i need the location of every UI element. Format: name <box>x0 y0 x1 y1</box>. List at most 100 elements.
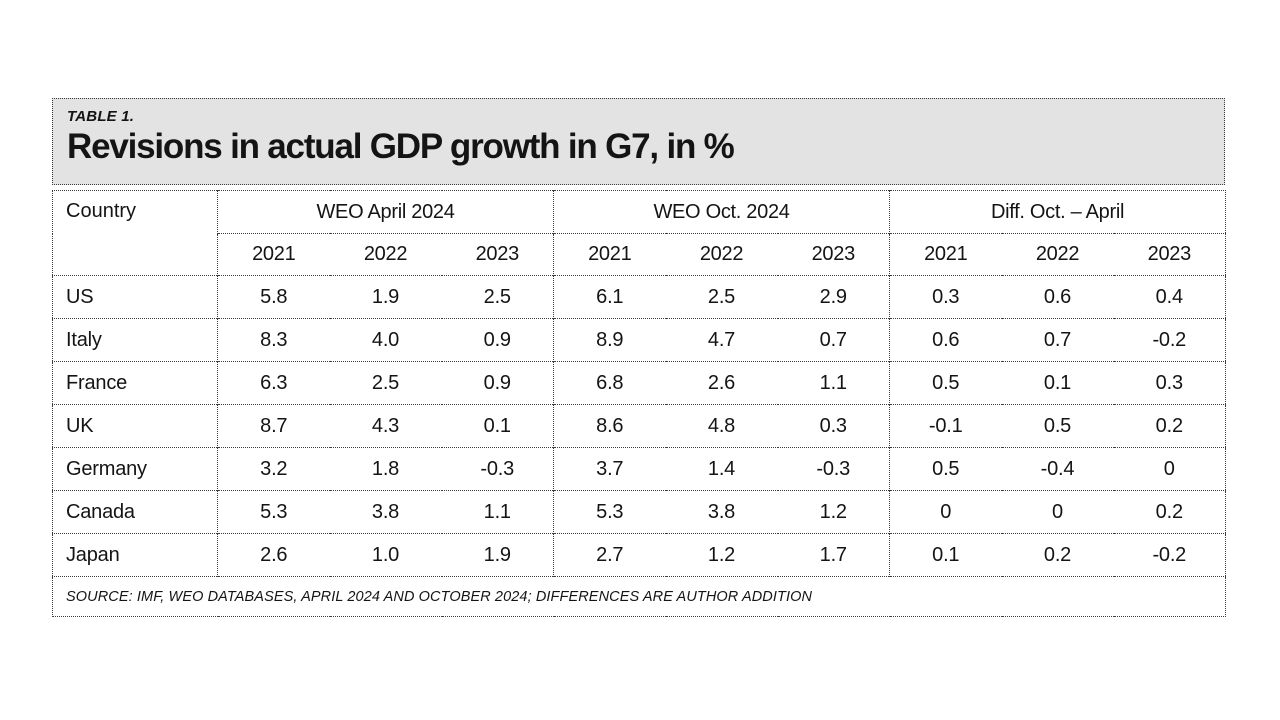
year-header: 2023 <box>777 233 890 276</box>
table-row: US 5.8 1.9 2.5 6.1 2.5 2.9 0.3 0.6 0.4 <box>52 275 1226 319</box>
year-header: 2023 <box>441 233 554 276</box>
gdp-revisions-table: Country WEO April 2024 WEO Oct. 2024 Dif… <box>52 190 1227 617</box>
table-row: Japan 2.6 1.0 1.9 2.7 1.2 1.7 0.1 0.2 -0… <box>52 533 1226 577</box>
value-cell: 0.3 <box>777 404 890 448</box>
value-cell: 8.6 <box>553 404 666 448</box>
table-row: Italy 8.3 4.0 0.9 8.9 4.7 0.7 0.6 0.7 -0… <box>52 318 1226 362</box>
group-header-oct: WEO Oct. 2024 <box>553 190 890 234</box>
year-header: 2021 <box>553 233 666 276</box>
value-cell: 0 <box>1001 490 1114 534</box>
value-cell: 0.5 <box>889 447 1002 491</box>
value-cell: -0.3 <box>777 447 890 491</box>
value-cell: 0 <box>889 490 1002 534</box>
year-header: 2021 <box>217 233 330 276</box>
value-cell: 2.7 <box>553 533 666 577</box>
value-cell: 3.8 <box>665 490 778 534</box>
value-cell: 0.7 <box>1001 318 1114 362</box>
year-header: 2023 <box>1113 233 1226 276</box>
value-cell: 4.3 <box>329 404 442 448</box>
value-cell: 1.9 <box>329 275 442 319</box>
value-cell: 2.5 <box>441 275 554 319</box>
table-title-band: TABLE 1. Revisions in actual GDP growth … <box>52 98 1225 185</box>
value-cell: 1.0 <box>329 533 442 577</box>
country-cell: France <box>52 361 218 405</box>
value-cell: 0.1 <box>889 533 1002 577</box>
table-row: France 6.3 2.5 0.9 6.8 2.6 1.1 0.5 0.1 0… <box>52 361 1226 405</box>
value-cell: 0.1 <box>441 404 554 448</box>
value-cell: 8.9 <box>553 318 666 362</box>
value-cell: 0.3 <box>889 275 1002 319</box>
value-cell: 5.3 <box>217 490 330 534</box>
value-cell: 0.2 <box>1113 490 1226 534</box>
value-cell: 2.5 <box>665 275 778 319</box>
value-cell: 0.7 <box>777 318 890 362</box>
value-cell: 0.6 <box>1001 275 1114 319</box>
value-cell: 1.1 <box>777 361 890 405</box>
value-cell: 0.2 <box>1001 533 1114 577</box>
value-cell: 4.7 <box>665 318 778 362</box>
value-cell: 0.1 <box>1001 361 1114 405</box>
value-cell: -0.3 <box>441 447 554 491</box>
value-cell: 8.3 <box>217 318 330 362</box>
value-cell: 0.3 <box>1113 361 1226 405</box>
year-header: 2022 <box>1001 233 1114 276</box>
source-note: SOURCE: IMF, WEO DATABASES, APRIL 2024 A… <box>52 576 1226 617</box>
country-header: Country <box>66 200 137 222</box>
table-figure: TABLE 1. Revisions in actual GDP growth … <box>52 98 1227 617</box>
group-header-april: WEO April 2024 <box>216 190 554 234</box>
source-row: SOURCE: IMF, WEO DATABASES, APRIL 2024 A… <box>52 576 1226 617</box>
country-cell: US <box>52 275 218 319</box>
year-header: 2021 <box>889 233 1002 276</box>
value-cell: 1.9 <box>441 533 554 577</box>
country-cell: Canada <box>52 490 218 534</box>
table-row: Germany 3.2 1.8 -0.3 3.7 1.4 -0.3 0.5 -0… <box>52 447 1226 491</box>
value-cell: 0.5 <box>889 361 1002 405</box>
value-cell: 1.2 <box>665 533 778 577</box>
value-cell: 2.6 <box>217 533 330 577</box>
value-cell: 1.1 <box>441 490 554 534</box>
value-cell: 1.8 <box>329 447 442 491</box>
value-cell: 1.2 <box>777 490 890 534</box>
value-cell: 0.2 <box>1113 404 1226 448</box>
value-cell: 2.6 <box>665 361 778 405</box>
value-cell: 0.6 <box>889 318 1002 362</box>
value-cell: 5.8 <box>217 275 330 319</box>
year-header: 2022 <box>665 233 778 276</box>
table-label: TABLE 1. <box>67 108 135 125</box>
value-cell: 4.0 <box>329 318 442 362</box>
country-cell: Japan <box>52 533 218 577</box>
value-cell: 0.4 <box>1113 275 1226 319</box>
value-cell: 0.5 <box>1001 404 1114 448</box>
value-cell: 6.1 <box>553 275 666 319</box>
country-cell: Germany <box>52 447 218 491</box>
value-cell: 1.4 <box>665 447 778 491</box>
country-cell: Italy <box>52 318 218 362</box>
value-cell: 2.5 <box>329 361 442 405</box>
value-cell: 6.3 <box>217 361 330 405</box>
value-cell: -0.4 <box>1001 447 1114 491</box>
table-row: Canada 5.3 3.8 1.1 5.3 3.8 1.2 0 0 0.2 <box>52 490 1226 534</box>
year-header: 2022 <box>329 233 442 276</box>
value-cell: -0.2 <box>1113 533 1226 577</box>
table-row: UK 8.7 4.3 0.1 8.6 4.8 0.3 -0.1 0.5 0.2 <box>52 404 1226 448</box>
value-cell: 2.9 <box>777 275 890 319</box>
value-cell: 0.9 <box>441 318 554 362</box>
value-cell: 3.8 <box>329 490 442 534</box>
group-header-row: Country WEO April 2024 WEO Oct. 2024 Dif… <box>53 190 1226 234</box>
value-cell: 5.3 <box>553 490 666 534</box>
value-cell: 3.2 <box>217 447 330 491</box>
value-cell: 3.7 <box>553 447 666 491</box>
value-cell: 8.7 <box>217 404 330 448</box>
value-cell: -0.1 <box>889 404 1002 448</box>
value-cell: 0 <box>1113 447 1226 491</box>
value-cell: 6.8 <box>553 361 666 405</box>
group-header-diff: Diff. Oct. – April <box>889 190 1226 234</box>
value-cell: 4.8 <box>665 404 778 448</box>
country-cell: UK <box>52 404 218 448</box>
value-cell: 1.7 <box>777 533 890 577</box>
value-cell: 0.9 <box>441 361 554 405</box>
table-title: Revisions in actual GDP growth in G7, in… <box>67 127 735 166</box>
year-header-row: 2021 2022 2023 2021 2022 2023 2021 2022 … <box>53 233 1226 276</box>
value-cell: -0.2 <box>1113 318 1226 362</box>
